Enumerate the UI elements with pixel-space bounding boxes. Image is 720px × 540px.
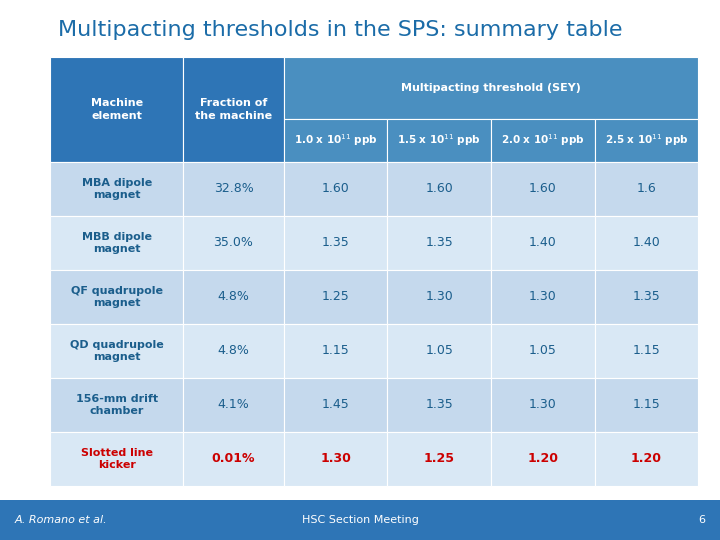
Text: 1.05: 1.05 — [529, 345, 557, 357]
Text: Machine
element: Machine element — [91, 98, 143, 121]
Text: 1.30: 1.30 — [529, 399, 557, 411]
Bar — [387, 378, 491, 432]
Bar — [595, 432, 698, 486]
Text: 2.5 x 10$^{11}$ ppb: 2.5 x 10$^{11}$ ppb — [605, 132, 688, 149]
Bar — [387, 162, 491, 216]
Text: A. Romano et al.: A. Romano et al. — [14, 515, 107, 525]
Text: 1.05: 1.05 — [426, 345, 453, 357]
Text: 1.35: 1.35 — [633, 291, 660, 303]
Text: 1.45: 1.45 — [322, 399, 349, 411]
Text: MBA dipole
magnet: MBA dipole magnet — [81, 178, 152, 200]
Text: 1.20: 1.20 — [527, 453, 559, 465]
Text: 1.30: 1.30 — [320, 453, 351, 465]
Bar — [50, 162, 183, 216]
Bar — [491, 270, 595, 324]
Text: Fraction of
the machine: Fraction of the machine — [195, 98, 272, 121]
Text: 1.35: 1.35 — [426, 237, 453, 249]
Text: 6: 6 — [698, 515, 706, 525]
Bar — [491, 119, 595, 162]
Text: Slotted line
kicker: Slotted line kicker — [81, 448, 153, 470]
Text: 32.8%: 32.8% — [214, 183, 253, 195]
Text: 1.15: 1.15 — [633, 399, 660, 411]
Bar — [387, 432, 491, 486]
Text: 1.60: 1.60 — [529, 183, 557, 195]
Text: 1.6: 1.6 — [636, 183, 657, 195]
Bar — [50, 432, 183, 486]
Text: 1.0 x 10$^{11}$ ppb: 1.0 x 10$^{11}$ ppb — [294, 132, 377, 149]
Bar — [595, 216, 698, 270]
Text: QF quadrupole
magnet: QF quadrupole magnet — [71, 286, 163, 308]
Bar — [284, 119, 387, 162]
Bar — [595, 324, 698, 378]
Text: 1.25: 1.25 — [322, 291, 349, 303]
Bar — [595, 378, 698, 432]
Bar — [491, 162, 595, 216]
Text: 1.40: 1.40 — [633, 237, 660, 249]
Text: 1.5 x 10$^{11}$ ppb: 1.5 x 10$^{11}$ ppb — [397, 132, 481, 149]
Text: 4.8%: 4.8% — [217, 291, 249, 303]
Text: 1.35: 1.35 — [426, 399, 453, 411]
Text: 1.60: 1.60 — [322, 183, 349, 195]
Text: QD quadrupole
magnet: QD quadrupole magnet — [70, 340, 163, 362]
Bar — [491, 324, 595, 378]
Text: Multipacting thresholds in the SPS: summary table: Multipacting thresholds in the SPS: summ… — [58, 19, 622, 40]
Text: 1.35: 1.35 — [322, 237, 349, 249]
Bar — [50, 57, 183, 162]
Text: 1.15: 1.15 — [633, 345, 660, 357]
Text: 4.8%: 4.8% — [217, 345, 249, 357]
Bar — [183, 216, 284, 270]
Bar — [387, 216, 491, 270]
Bar — [284, 162, 387, 216]
Bar — [284, 378, 387, 432]
Bar — [50, 270, 183, 324]
Bar — [284, 270, 387, 324]
Bar — [50, 324, 183, 378]
Bar — [387, 119, 491, 162]
Text: 1.60: 1.60 — [426, 183, 453, 195]
Text: 1.40: 1.40 — [529, 237, 557, 249]
Bar — [183, 378, 284, 432]
Bar — [595, 162, 698, 216]
Text: MBB dipole
magnet: MBB dipole magnet — [82, 232, 152, 254]
Bar — [387, 270, 491, 324]
Text: 1.30: 1.30 — [529, 291, 557, 303]
Bar — [284, 216, 387, 270]
Bar — [491, 432, 595, 486]
Bar — [0, 500, 720, 540]
Text: 1.25: 1.25 — [423, 453, 455, 465]
Bar — [387, 324, 491, 378]
Bar — [284, 57, 698, 119]
Bar — [183, 324, 284, 378]
Text: 4.1%: 4.1% — [217, 399, 249, 411]
Bar — [284, 324, 387, 378]
Bar — [595, 270, 698, 324]
Bar — [491, 216, 595, 270]
Bar — [50, 378, 183, 432]
Bar — [183, 432, 284, 486]
Text: 1.20: 1.20 — [631, 453, 662, 465]
Bar — [595, 119, 698, 162]
Bar — [183, 270, 284, 324]
Bar — [183, 57, 284, 162]
Text: 2.0 x 10$^{11}$ ppb: 2.0 x 10$^{11}$ ppb — [501, 132, 585, 149]
Text: 156-mm drift
chamber: 156-mm drift chamber — [76, 394, 158, 416]
Text: Multipacting threshold (SEY): Multipacting threshold (SEY) — [401, 83, 581, 93]
Text: 1.30: 1.30 — [426, 291, 453, 303]
Text: 1.15: 1.15 — [322, 345, 349, 357]
Bar — [183, 162, 284, 216]
Bar — [284, 432, 387, 486]
Text: 0.01%: 0.01% — [212, 453, 255, 465]
Bar — [50, 216, 183, 270]
Bar — [491, 378, 595, 432]
Text: HSC Section Meeting: HSC Section Meeting — [302, 515, 418, 525]
Text: 35.0%: 35.0% — [214, 237, 253, 249]
